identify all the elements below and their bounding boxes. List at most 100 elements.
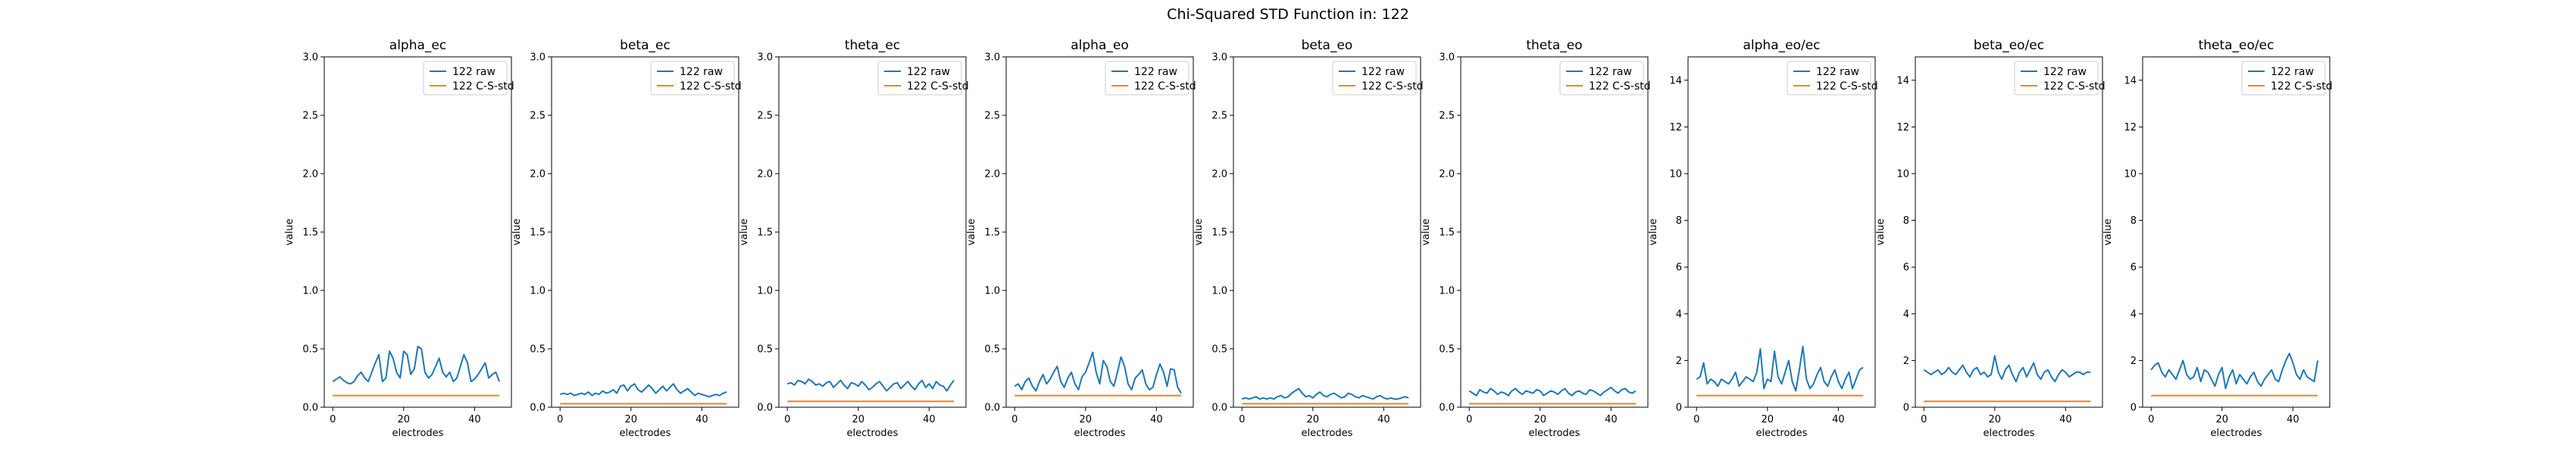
- legend-label: 122 C-S-std: [680, 80, 742, 93]
- x-tick-label: 40: [2059, 414, 2072, 425]
- x-axis-label: electrodes: [1302, 428, 1353, 439]
- x-tick-label: 0: [784, 414, 790, 425]
- x-tick-label: 0: [1011, 414, 1018, 425]
- y-axis-label: value: [966, 218, 977, 246]
- series-line-raw: [332, 345, 501, 385]
- y-tick-label: 6: [1903, 262, 1909, 274]
- x-tick-label: 20: [1080, 414, 1093, 425]
- x-axis-label: electrodes: [1984, 428, 2035, 439]
- x-tick-label: 0: [557, 414, 563, 425]
- y-tick-label: 3.0: [530, 52, 546, 64]
- y-tick-label: 2: [2131, 356, 2137, 367]
- axes-frame: [1005, 56, 1194, 408]
- x-axis-label: electrodes: [620, 428, 671, 439]
- x-tick-label: 20: [2216, 414, 2229, 425]
- x-tick-label: 40: [1377, 414, 1390, 425]
- y-tick-label: 2.5: [302, 111, 318, 122]
- axes-frame: [324, 56, 512, 408]
- y-tick-label: 0.5: [757, 344, 773, 356]
- y-tick-label: 2.5: [1211, 111, 1227, 122]
- y-tick-label: 8: [1676, 215, 1682, 227]
- y-tick-label: 0.0: [1211, 403, 1227, 414]
- series-line-raw: [1696, 345, 1864, 392]
- x-tick-label: 0: [1466, 414, 1472, 425]
- axes-frame: [1915, 56, 2103, 408]
- y-tick-label: 8: [1903, 215, 1909, 227]
- y-tick-label: 0.5: [530, 344, 546, 356]
- subplot-title: alpha_eo/ec: [1743, 38, 1820, 53]
- axes-frame: [778, 56, 967, 408]
- legend-label: 122 raw: [1361, 66, 1405, 78]
- x-tick-label: 20: [1534, 414, 1547, 425]
- x-tick-label: 20: [852, 414, 865, 425]
- legend-label: 122 raw: [2271, 66, 2314, 78]
- legend: 122 raw 122 C-S-std: [877, 61, 969, 96]
- y-tick-label: 10: [1669, 169, 1682, 180]
- x-tick-label: 20: [1762, 414, 1774, 425]
- legend-label: 122 raw: [452, 66, 496, 78]
- y-tick-label: 1.0: [757, 286, 773, 297]
- subplot-5: theta_eo 0 20 40 0.0 0.5 1.0 1.5 2.0 2.5 3.0 electr…: [1421, 38, 1651, 439]
- y-tick-label: 1.5: [302, 228, 318, 239]
- y-tick-label: 12: [1896, 122, 1909, 133]
- y-axis-label: value: [2102, 218, 2114, 246]
- y-tick-label: 3.0: [984, 52, 1000, 64]
- x-tick-label: 40: [923, 414, 936, 425]
- y-tick-label: 8: [2131, 215, 2137, 227]
- legend-label: 122 raw: [680, 66, 723, 78]
- x-axis-label: electrodes: [1756, 428, 1808, 439]
- y-tick-label: 1.5: [757, 228, 773, 239]
- subplot-8: theta_eo/ec 0 20 40 0 2 4 6 8 10 12 14 electrodes val…: [2102, 38, 2333, 439]
- y-tick-label: 1.5: [1439, 228, 1455, 239]
- series-line-raw: [1923, 355, 2091, 383]
- y-tick-label: 6: [2131, 262, 2137, 274]
- legend-label: 122 C-S-std: [1816, 80, 1878, 93]
- y-tick-label: 2.0: [1439, 169, 1455, 180]
- y-tick-label: 0: [2131, 403, 2137, 414]
- x-axis-label: electrodes: [1529, 428, 1580, 439]
- legend-label: 122 C-S-std: [2271, 80, 2333, 93]
- y-axis-label: value: [1193, 218, 1205, 246]
- axes-frame: [551, 56, 739, 408]
- subplot-1: beta_ec 0 20 40 0.0 0.5 1.0 1.5 2.0 2.5 3.0 electro…: [511, 38, 742, 439]
- y-tick-label: 0.0: [1439, 403, 1455, 414]
- figure-title: Chi-Squared STD Function in: 122: [1167, 6, 1409, 23]
- subplot-title: theta_eo/ec: [2199, 38, 2274, 53]
- y-tick-label: 1.0: [302, 286, 318, 297]
- y-tick-label: 2.5: [757, 111, 773, 122]
- subplot-0: alpha_ec 0 20 40 0.0 0.5 1.0 1.5 2.0 2.5 3.0 electr…: [284, 38, 514, 439]
- y-axis-label: value: [284, 218, 295, 246]
- y-tick-label: 3.0: [1211, 52, 1227, 64]
- y-axis-label: value: [1421, 218, 1432, 246]
- y-axis-label: value: [511, 218, 523, 246]
- y-tick-label: 0.0: [530, 403, 546, 414]
- x-tick-label: 40: [2287, 414, 2299, 425]
- axes-frame: [1233, 56, 1421, 408]
- y-tick-label: 3.0: [1439, 52, 1455, 64]
- legend: 122 raw 122 C-S-std: [2241, 61, 2333, 96]
- y-tick-label: 1.0: [530, 286, 546, 297]
- y-tick-label: 2.0: [984, 169, 1000, 180]
- legend-label: 122 raw: [1589, 66, 1632, 78]
- subplot-title: theta_ec: [845, 38, 900, 53]
- subplot-4: beta_eo 0 20 40 0.0 0.5 1.0 1.5 2.0 2.5 3.0 electro…: [1193, 38, 1424, 439]
- legend: 122 raw 122 C-S-std: [2014, 61, 2106, 96]
- subplot-2: theta_ec 0 20 40 0.0 0.5 1.0 1.5 2.0 2.5 3.0 electr…: [739, 38, 969, 439]
- legend-label: 122 C-S-std: [1589, 80, 1651, 93]
- y-tick-label: 3.0: [302, 52, 318, 64]
- y-tick-label: 12: [1669, 122, 1682, 133]
- subplot-title: beta_eo/ec: [1974, 38, 2044, 53]
- series-line-raw: [1014, 351, 1182, 394]
- axes-frame: [1687, 56, 1876, 408]
- x-tick-label: 40: [1832, 414, 1845, 425]
- subplot-6: alpha_eo/ec 0 20 40 0 2 4 6 8 10 12 14 electrodes val…: [1648, 38, 1878, 439]
- axes-frame: [1460, 56, 1649, 408]
- subplot-title: alpha_eo: [1071, 38, 1128, 53]
- y-tick-label: 0.0: [984, 403, 1000, 414]
- y-tick-label: 12: [2124, 122, 2137, 133]
- subplot-title: beta_ec: [620, 38, 671, 53]
- series-line-raw: [786, 378, 955, 392]
- axes-frame: [2142, 56, 2331, 408]
- y-tick-label: 1.5: [530, 228, 546, 239]
- y-tick-label: 0.5: [1439, 344, 1455, 356]
